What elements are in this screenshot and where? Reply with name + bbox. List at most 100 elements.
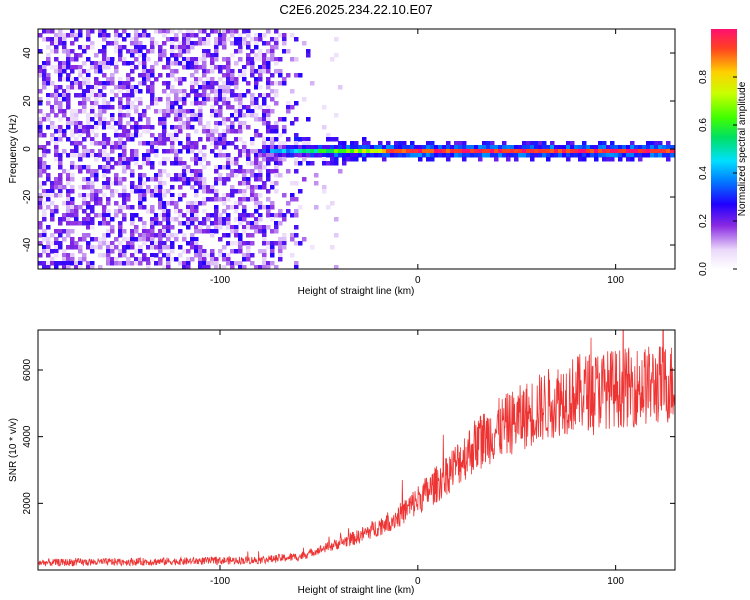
heatmap-cell: [246, 245, 251, 250]
heatmap-cell: [298, 205, 303, 210]
heatmap-cell: [242, 193, 247, 198]
heatmap-cell: [146, 117, 151, 122]
heatmap-cell: [166, 229, 171, 234]
heatmap-cell: [122, 105, 127, 110]
heatmap-cell: [286, 101, 291, 106]
heatmap-cell: [162, 201, 167, 206]
heatmap-cell: [146, 157, 151, 162]
heatmap-cell: [258, 117, 263, 122]
heatmap-cell: [126, 93, 131, 98]
heatmap-cell: [130, 77, 135, 82]
heatmap-cell: [350, 145, 355, 150]
heatmap-cell: [626, 157, 631, 162]
heatmap-cell: [162, 161, 167, 166]
heatmap-cell: [262, 261, 267, 266]
heatmap-cell: [118, 241, 123, 246]
heatmap-cell: [146, 149, 151, 154]
heatmap-cell: [106, 33, 111, 38]
heatmap-cell: [202, 261, 207, 266]
heatmap-cell: [326, 153, 331, 158]
heatmap-cell: [150, 101, 155, 106]
heatmap-cell: [162, 81, 167, 86]
heatmap-cell: [298, 73, 303, 78]
heatmap-cell: [38, 169, 43, 174]
heatmap-cell: [266, 105, 271, 110]
heatmap-cell: [62, 93, 67, 98]
heatmap-cell: [214, 153, 219, 158]
heatmap-cell: [446, 153, 451, 158]
heatmap-cell: [626, 153, 631, 158]
heatmap-cell: [146, 73, 151, 78]
heatmap-cell: [394, 153, 399, 158]
colorbar-tick-label: 0.8: [698, 70, 709, 84]
heatmap-cell: [634, 145, 639, 150]
heatmap-cell: [542, 153, 547, 158]
heatmap-cell: [122, 157, 127, 162]
heatmap-cell: [178, 113, 183, 118]
heatmap-cell: [290, 89, 295, 94]
heatmap-cell: [126, 129, 131, 134]
heatmap-cell: [450, 149, 455, 154]
x-tick-label: 100: [607, 275, 624, 286]
heatmap-cell: [142, 233, 147, 238]
heatmap-cell: [262, 229, 267, 234]
heatmap-cell: [118, 57, 123, 62]
heatmap-cell: [522, 141, 527, 146]
heatmap-cell: [118, 85, 123, 90]
heatmap-cell: [102, 105, 107, 110]
heatmap-cell: [66, 49, 71, 54]
heatmap-cell: [290, 237, 295, 242]
heatmap-cell: [330, 153, 335, 158]
heatmap-cell: [130, 157, 135, 162]
heatmap-cell: [506, 149, 511, 154]
heatmap-cell: [150, 177, 155, 182]
heatmap-cell: [126, 241, 131, 246]
heatmap-cell: [226, 29, 231, 34]
heatmap-cell: [210, 85, 215, 90]
heatmap-cell: [362, 145, 367, 150]
heatmap-cell: [290, 33, 295, 38]
heatmap-cell: [190, 65, 195, 70]
heatmap-cell: [218, 77, 223, 82]
heatmap-cell: [274, 29, 279, 34]
y-tick-label: 20: [22, 95, 33, 107]
heatmap-cell: [106, 245, 111, 250]
heatmap-cell: [206, 161, 211, 166]
heatmap-cell: [162, 225, 167, 230]
heatmap-cell: [270, 81, 275, 86]
heatmap-cell: [98, 213, 103, 218]
heatmap-cell: [154, 153, 159, 158]
heatmap-cell: [150, 217, 155, 222]
heatmap-cell: [570, 149, 575, 154]
heatmap-cell: [246, 29, 251, 34]
heatmap-cell: [258, 85, 263, 90]
heatmap-cell: [114, 161, 119, 166]
heatmap-cell: [66, 245, 71, 250]
heatmap-cell: [86, 221, 91, 226]
heatmap-cell: [114, 69, 119, 74]
heatmap-cell: [42, 249, 47, 254]
heatmap-cell: [258, 177, 263, 182]
heatmap-cell: [426, 153, 431, 158]
heatmap-cell: [190, 209, 195, 214]
heatmap-cell: [198, 85, 203, 90]
heatmap-cell: [218, 177, 223, 182]
heatmap-cell: [278, 117, 283, 122]
heatmap-cell: [162, 141, 167, 146]
heatmap-cell: [394, 141, 399, 146]
heatmap-cell: [150, 69, 155, 74]
heatmap-cell: [150, 245, 155, 250]
heatmap-cell: [294, 157, 299, 162]
heatmap-cell: [118, 177, 123, 182]
heatmap-cell: [526, 141, 531, 146]
heatmap-cell: [162, 133, 167, 138]
heatmap-cell: [422, 145, 427, 150]
heatmap-cell: [630, 157, 635, 162]
heatmap-cell: [462, 153, 467, 158]
heatmap-cell: [146, 161, 151, 166]
heatmap-cell: [86, 57, 91, 62]
heatmap-cell: [426, 157, 431, 162]
heatmap-cell: [206, 97, 211, 102]
heatmap-cell: [90, 237, 95, 242]
heatmap-cell: [238, 213, 243, 218]
